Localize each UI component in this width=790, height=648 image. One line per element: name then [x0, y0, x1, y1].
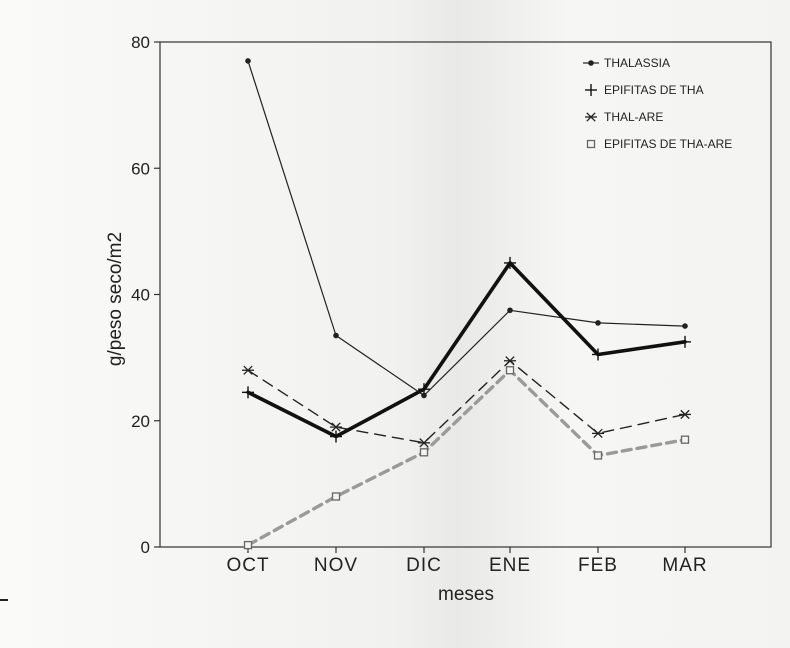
data-point — [242, 386, 254, 399]
legend-label: EPIFITAS DE THA-ARE — [604, 137, 732, 151]
legend-marker — [586, 139, 596, 149]
data-point — [593, 451, 603, 460]
x-tick-label: MAR — [662, 555, 707, 576]
data-point — [507, 307, 513, 314]
x-tick-label: OCT — [226, 555, 269, 576]
x-tick-label: FEB — [578, 555, 618, 576]
legend-marker — [588, 60, 594, 66]
data-point — [418, 383, 430, 396]
data-point — [592, 428, 604, 439]
legend-marker — [585, 112, 597, 122]
data-point — [682, 323, 688, 329]
y-tick-label: 20 — [131, 412, 150, 431]
legend-marker — [585, 84, 597, 96]
data-point — [504, 356, 516, 366]
series-line-1 — [246, 261, 687, 439]
legend-label: THAL-ARE — [604, 110, 663, 124]
data-point — [505, 366, 515, 375]
data-point — [679, 409, 691, 420]
data-point — [333, 332, 339, 339]
data-point — [330, 422, 342, 432]
x-tick-label: DIC — [406, 555, 442, 576]
data-point — [595, 320, 601, 326]
data-point — [418, 438, 430, 448]
legend-label: THALASSIA — [604, 56, 670, 70]
legend-label: EPIFITAS DE THA — [604, 83, 704, 97]
x-tick-label: ENE — [489, 555, 531, 576]
y-tick-label: 40 — [131, 286, 150, 305]
data-point — [243, 540, 253, 550]
data-point — [245, 58, 251, 64]
x-tick-label: NOV — [314, 555, 358, 576]
markers-layer — [242, 58, 691, 550]
data-point — [679, 335, 691, 348]
series-line-2 — [247, 360, 686, 444]
legend: THALASSIA EPIFITAS DE THA THAL-ARE EPIFITAS… — [583, 56, 732, 151]
data-point — [592, 348, 604, 361]
data-point — [504, 256, 516, 269]
data-point — [330, 430, 342, 443]
data-point — [419, 448, 429, 457]
data-point — [331, 492, 341, 501]
y-tick-label: 80 — [131, 33, 150, 52]
series-layer — [246, 60, 687, 547]
axes: 0 20 40 60 80 OCT NOV DIC ENE FEB MAR — [131, 33, 707, 576]
x-axis-title: meses — [438, 584, 494, 605]
series-line-0 — [247, 60, 686, 397]
data-point — [680, 435, 690, 444]
series-line-3 — [246, 368, 687, 547]
y-tick-label: 0 — [141, 538, 150, 557]
y-tick-label: 60 — [131, 159, 150, 178]
data-point — [421, 392, 427, 399]
y-axis-title: g/peso seco/m2 — [105, 232, 126, 366]
data-point — [242, 365, 254, 375]
